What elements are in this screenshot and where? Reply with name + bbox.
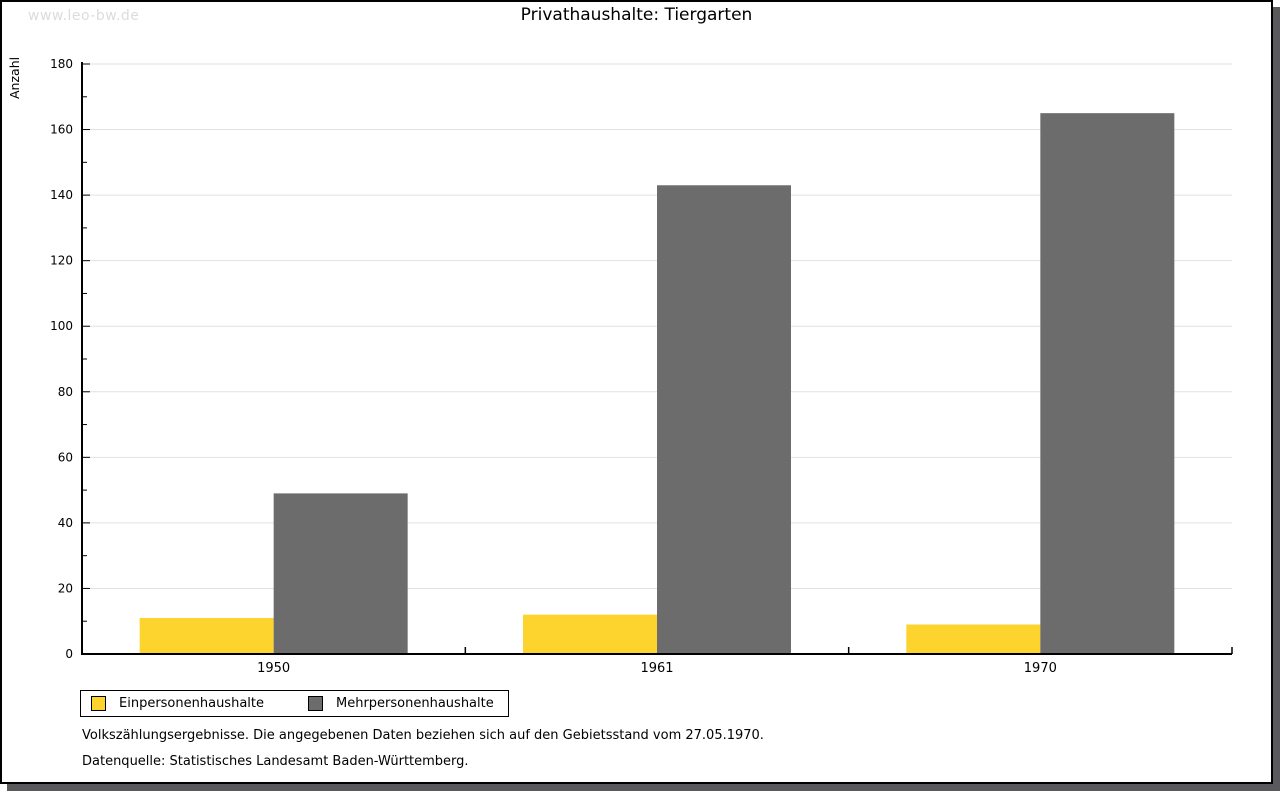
legend-item: Mehrpersonenhaushalte — [308, 696, 494, 711]
chart-plot: 1950 1961 1970 0 20 40 60 80 100 120 140 160 180 — [50, 57, 1233, 676]
legend-swatch-icon — [91, 696, 106, 711]
watermark: www.leo-bw.de — [28, 8, 140, 24]
bar-Einpersonenhaushalte-1950 — [139, 617, 274, 654]
y-tick-label: 60 — [58, 450, 73, 464]
y-tick-label: 160 — [50, 123, 73, 137]
x-tick-label: 1950 — [257, 661, 290, 676]
y-tick-label: 140 — [50, 188, 73, 202]
bar-Mehrpersonenhaushalte-1970 — [1040, 113, 1175, 654]
bar-Einpersonenhaushalte-1961 — [523, 614, 657, 654]
bar-Mehrpersonenhaushalte-1961 — [657, 185, 791, 654]
x-tick-label: 1961 — [640, 661, 673, 676]
legend-label: Mehrpersonenhaushalte — [336, 696, 494, 711]
footnote-data-source: Datenquelle: Statistisches Landesamt Bad… — [82, 754, 469, 769]
y-tick-label: 100 — [50, 319, 73, 333]
y-tick-label: 80 — [58, 385, 73, 399]
x-tick-label: 1970 — [1024, 661, 1057, 676]
bar-Einpersonenhaushalte-1970 — [906, 624, 1041, 654]
legend: Einpersonenhaushalte Mehrpersonenhaushalt… — [80, 690, 509, 717]
y-tick-label: 180 — [50, 57, 73, 71]
y-tick-label: 40 — [58, 516, 73, 530]
y-tick-label: 120 — [50, 254, 73, 268]
legend-item: Einpersonenhaushalte — [91, 696, 264, 711]
y-tick-label: 20 — [58, 581, 73, 595]
bar-Mehrpersonenhaushalte-1950 — [273, 493, 408, 654]
chart-title: Privathaushalte: Tiergarten — [520, 5, 753, 25]
legend-label: Einpersonenhaushalte — [119, 696, 264, 711]
y-tick-label: 0 — [65, 647, 73, 661]
footnote-census-note: Volkszählungsergebnisse. Die angegebenen… — [82, 728, 764, 743]
legend-swatch-icon — [308, 696, 323, 711]
